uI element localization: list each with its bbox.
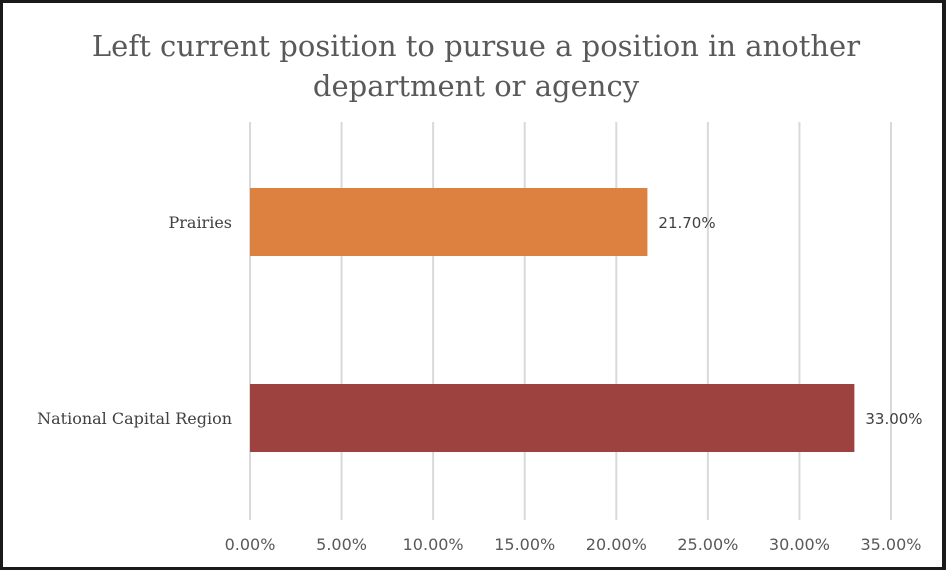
- category-label: National Capital Region: [37, 409, 232, 428]
- x-tick-label: 30.00%: [769, 535, 830, 554]
- x-tick-label: 5.00%: [316, 535, 367, 554]
- data-labels: 21.70% 33.00%: [658, 214, 922, 428]
- data-label: 33.00%: [865, 410, 922, 428]
- chart-title-line-2: department or agency: [312, 69, 640, 103]
- data-label: 21.70%: [658, 214, 715, 232]
- x-tick-label: 25.00%: [677, 535, 738, 554]
- chart-title: Left current position to pursue a positi…: [0, 26, 952, 106]
- x-tick-label: 0.00%: [225, 535, 276, 554]
- category-labels: Prairies National Capital Region: [37, 213, 232, 428]
- chart-title-line-1: Left current position to pursue a positi…: [91, 29, 861, 63]
- bar: [250, 384, 855, 452]
- category-label: Prairies: [168, 213, 232, 232]
- x-tick-label: 35.00%: [860, 535, 921, 554]
- gridlines: [249, 122, 892, 520]
- x-tick-label: 15.00%: [494, 535, 555, 554]
- x-tick-labels: 0.00% 5.00% 10.00% 15.00% 20.00% 25.00% 30.00%…: [225, 535, 922, 554]
- bars: [250, 188, 855, 452]
- x-tick-label: 10.00%: [403, 535, 464, 554]
- bar: [250, 188, 648, 256]
- x-tick-label: 20.00%: [586, 535, 647, 554]
